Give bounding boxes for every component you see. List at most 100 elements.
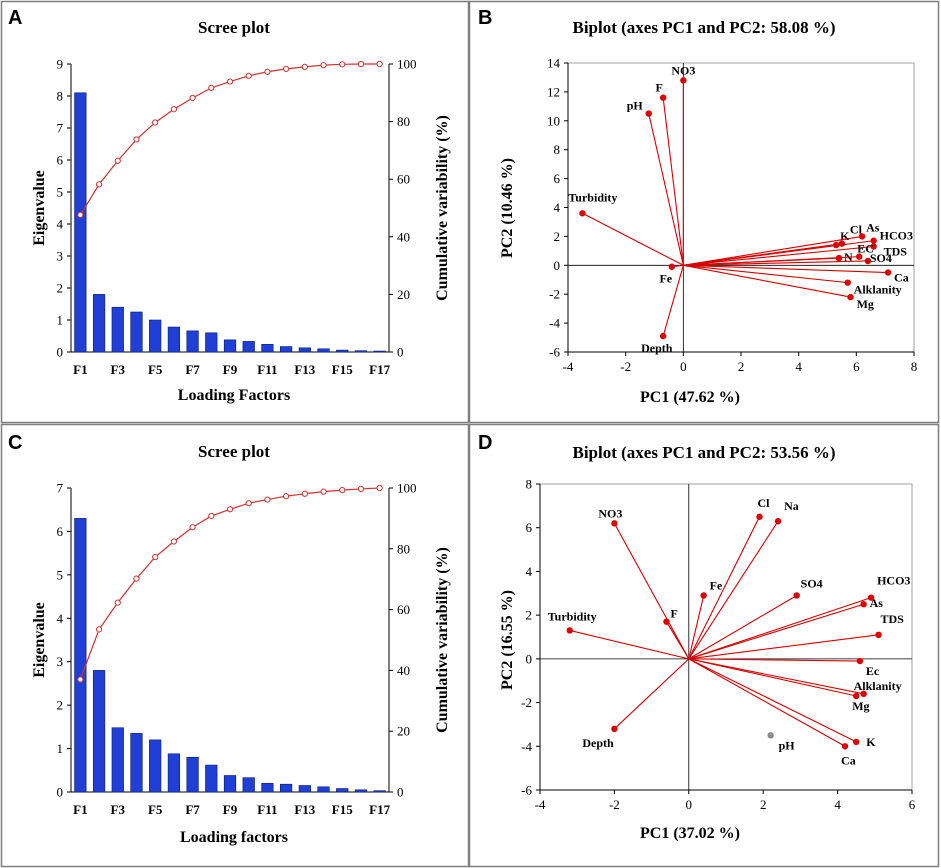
loading-point	[870, 243, 877, 250]
eigenvalue-bar	[111, 727, 124, 793]
loading-point	[611, 725, 618, 732]
loading-vector	[648, 113, 684, 266]
x-tick-label: F9	[223, 362, 238, 377]
loading-point	[847, 293, 854, 301]
eigenvalue-bar	[261, 783, 274, 793]
variable-label: Ca	[894, 271, 909, 285]
cumulative-point	[77, 676, 84, 683]
y2-tick-label: 0	[397, 785, 404, 800]
loading-point	[870, 237, 877, 244]
y-axis-title: Eigenvalue	[31, 602, 48, 678]
eigenvalue-bar	[373, 350, 386, 353]
y-tick-label: 3	[57, 249, 64, 264]
x-tick-label: 2	[760, 797, 767, 812]
x-tick-label: F17	[369, 802, 390, 817]
eigenvalue-bar	[373, 790, 386, 793]
loading-point	[853, 692, 860, 700]
cumulative-point	[133, 575, 140, 582]
loading-point	[579, 210, 586, 217]
eigenvalue-bar	[111, 306, 124, 353]
variable-label: NO3	[671, 63, 695, 77]
loading-vector	[683, 235, 863, 266]
eigenvalue-bar	[186, 330, 199, 353]
y2-axis-title: Cumulative variability (%)	[434, 115, 451, 301]
cumulative-point	[357, 60, 365, 68]
loading-vector	[688, 520, 779, 660]
panel-a-letter: A	[8, 7, 22, 29]
panel-d-letter: D	[478, 432, 492, 454]
eigenvalue-bar	[298, 785, 311, 793]
eigenvalue-bar	[92, 294, 106, 353]
loading-vector	[688, 603, 864, 660]
loading-point	[841, 743, 849, 750]
variable-label: Mg	[857, 297, 874, 311]
x-tick-label: F13	[294, 362, 315, 377]
y-tick-label: 2	[554, 229, 561, 244]
eigenvalue-bar	[280, 783, 293, 793]
x-tick-label: F17	[369, 362, 390, 377]
cumulative-point	[189, 94, 196, 102]
eigenvalue-bar	[223, 775, 237, 793]
cumulative-variability-line	[79, 487, 380, 680]
eigenvalue-bar	[130, 311, 143, 353]
x-tick-label: F15	[332, 362, 353, 377]
loading-point	[645, 110, 652, 117]
y-axis-title: PC2 (16.55 %)	[499, 590, 516, 690]
loading-vector	[688, 658, 857, 743]
cumulative-point	[226, 78, 234, 85]
eigenvalue-bar	[167, 326, 180, 353]
x-tick-label: F15	[332, 802, 353, 817]
x-axis-title: PC1 (47.62 %)	[640, 389, 740, 406]
cumulative-point	[320, 62, 327, 69]
loading-vector	[688, 597, 872, 660]
cumulative-point	[283, 65, 290, 72]
variable-label: Cl	[757, 496, 770, 510]
eigenvalue-bar	[336, 349, 349, 353]
cumulative-point	[189, 524, 196, 531]
y2-tick-label: 40	[397, 663, 410, 678]
x-tick-label: 6	[853, 359, 860, 374]
variable-label: Alklanity	[854, 679, 902, 693]
y-tick-label: 10	[547, 113, 560, 128]
chart-title: Scree plot	[198, 442, 270, 461]
y-tick-label: 7	[57, 121, 64, 136]
y-tick-label: 2	[526, 608, 533, 623]
eigenvalue-bar	[205, 332, 218, 353]
x-tick-label: F13	[294, 802, 315, 817]
variable-label: Alklanity	[854, 283, 902, 297]
y-tick-label: 14	[547, 56, 561, 71]
y-axis-title: Eigenvalue	[31, 170, 48, 246]
eigenvalue-bar	[354, 350, 368, 353]
y-tick-label: 5	[57, 567, 64, 582]
panel-c-letter: C	[8, 432, 22, 454]
loading-point	[680, 77, 687, 84]
y2-tick-label: 100	[397, 481, 417, 496]
chart-title: Biplot (axes PC1 and PC2: 58.08 %)	[572, 18, 835, 37]
loading-vector	[683, 260, 868, 266]
x-tick-label: -4	[535, 797, 546, 812]
cumulative-point	[170, 538, 177, 545]
y2-tick-label: 0	[397, 345, 404, 360]
y-tick-label: 4	[554, 200, 561, 215]
variable-label: pH	[627, 99, 644, 113]
y-tick-label: 1	[57, 741, 64, 756]
loading-vector	[688, 658, 846, 747]
cumulative-point	[208, 512, 215, 520]
variable-label: Turbidity	[548, 609, 597, 623]
y-tick-label: 8	[526, 477, 533, 492]
eigenvalue-bar	[167, 753, 180, 793]
chart-title: Scree plot	[198, 18, 270, 37]
x-tick-label: 4	[795, 359, 802, 374]
variable-label: SO4	[801, 576, 823, 590]
eigenvalue-bar	[242, 777, 255, 793]
loading-vector	[683, 264, 889, 274]
eigenvalue-bar	[130, 733, 143, 793]
loading-vector	[683, 245, 874, 266]
eigenvalue-bar	[317, 348, 330, 353]
loading-point	[864, 257, 872, 265]
variable-label: As	[866, 220, 880, 234]
variable-label: SO4	[870, 251, 892, 265]
cumulative-point	[114, 599, 121, 606]
x-tick-label: F11	[257, 802, 277, 817]
